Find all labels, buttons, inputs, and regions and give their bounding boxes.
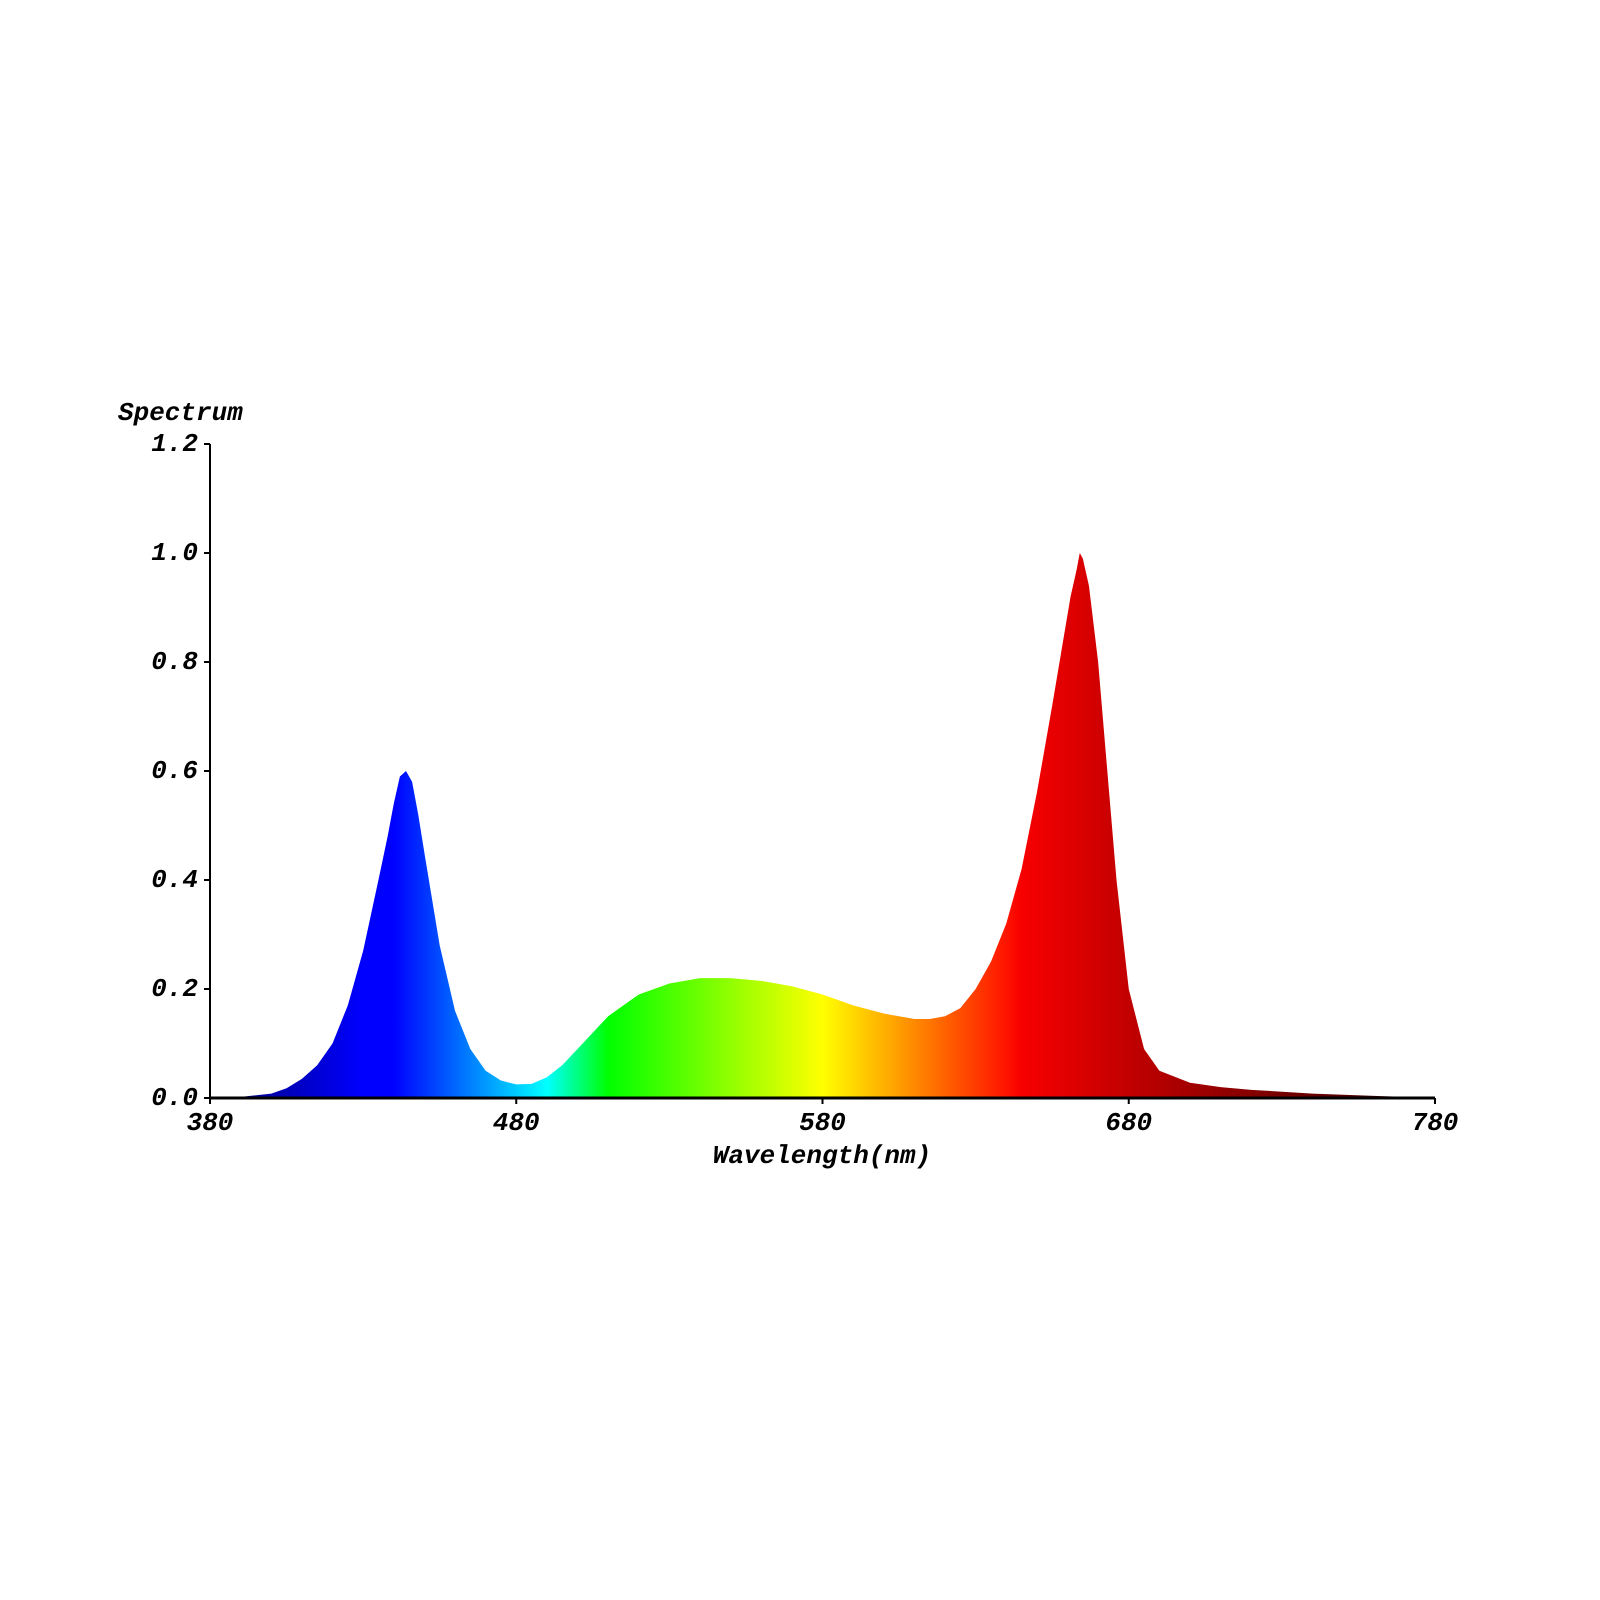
- y-axis-title: Spectrum: [118, 398, 243, 428]
- x-tick-label: 580: [799, 1108, 846, 1138]
- x-tick-label: 780: [1412, 1108, 1459, 1138]
- y-tick-label: 0.6: [151, 756, 198, 786]
- spectrum-area: [210, 553, 1435, 1098]
- y-tick-label: 0.4: [151, 865, 198, 895]
- y-tick-label: 1.2: [151, 429, 198, 459]
- x-tick-label: 480: [493, 1108, 540, 1138]
- y-tick-label: 0.8: [151, 647, 198, 677]
- x-tick-label: 680: [1105, 1108, 1152, 1138]
- y-tick-label: 1.0: [151, 538, 198, 568]
- x-axis-title: Wavelength(nm): [713, 1141, 931, 1171]
- y-tick-label: 0.2: [151, 974, 198, 1004]
- x-tick-label: 380: [187, 1108, 234, 1138]
- y-tick-label: 0.0: [151, 1083, 198, 1113]
